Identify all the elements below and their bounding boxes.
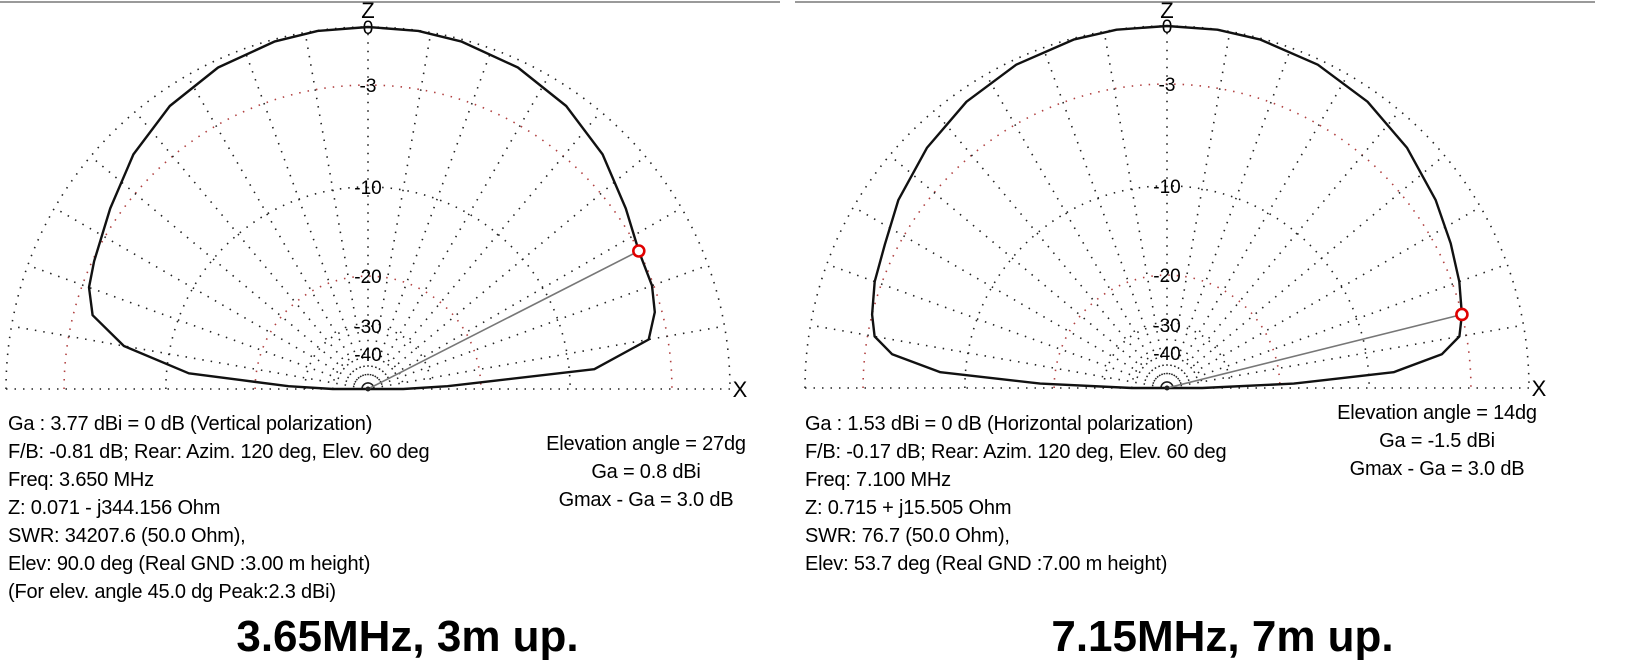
elevation-box-left: Elevation angle = 27dg Ga = 0.8 dBi Gmax…: [524, 430, 768, 514]
info-line: F/B: -0.17 dB; Rear: Azim. 120 deg, Elev…: [805, 441, 1227, 463]
grid-spoke: [933, 110, 1165, 385]
info-line: Freq: 7.100 MHz: [805, 469, 951, 491]
info-line: Z: 0.715 + j15.505 Ohm: [805, 497, 1012, 519]
grid-spoke: [1169, 110, 1401, 385]
elevation-gain-text: Ga = 0.8 dBi: [591, 461, 701, 483]
grid-spoke: [370, 111, 602, 386]
ring-label: -30: [354, 317, 381, 338]
info-line: Elev: 90.0 deg (Real GND :3.00 m height): [8, 553, 371, 575]
pattern-series-line: [87, 25, 656, 391]
polar-pattern-chart-left: 0 -3 -10 -20 -30 -40 Z X: [5, 0, 748, 402]
info-line: SWR: 34207.6 (50.0 Ohm),: [8, 525, 246, 547]
ring-label: -10: [354, 178, 381, 199]
origin-point: [365, 386, 371, 392]
info-block-right: Ga : 1.53 dBi = 0 dB (Horizontal polariz…: [805, 410, 1227, 578]
grid-ring: [964, 185, 1370, 389]
ring-label: -40: [354, 345, 381, 366]
ring-label: -30: [1153, 316, 1180, 337]
grid-spoke: [1042, 47, 1166, 384]
grid-spoke: [134, 111, 366, 386]
ring-label: 0: [1162, 17, 1173, 38]
grid-ring: [165, 186, 571, 390]
x-axis-label: X: [733, 377, 748, 402]
elevation-gmax-text: Gmax - Ga = 3.0 dB: [558, 489, 734, 511]
grid-spoke: [371, 155, 646, 387]
marker-point: [1455, 307, 1469, 322]
marker-line: [1166, 313, 1463, 389]
ring-label: -20: [1153, 266, 1180, 287]
grid-spoke: [369, 48, 493, 385]
caption-right: 7.15MHz, 7m up.: [1051, 612, 1394, 661]
info-line: Freq: 3.650 MHz: [8, 469, 154, 491]
info-line: Elev: 53.7 deg (Real GND :7.00 m height): [805, 553, 1168, 575]
x-axis-label: X: [1532, 376, 1547, 401]
grid-spoke: [372, 264, 709, 388]
grid-spoke: [1168, 47, 1292, 384]
info-line: Ga : 1.53 dBi = 0 dB (Horizontal polariz…: [805, 413, 1194, 435]
marker-line: [367, 250, 640, 390]
grid-spoke: [243, 48, 367, 385]
grid-spoke: [889, 154, 1164, 386]
grid-spoke: [853, 206, 1163, 387]
ring-label: -40: [1153, 344, 1180, 365]
grid-spoke: [372, 207, 682, 388]
elevation-box-right: Elevation angle = 14dg Ga = -1.5 dBi Gma…: [1315, 399, 1559, 483]
grid-ring: [5, 26, 731, 390]
grid-spoke: [985, 74, 1166, 384]
grid-spoke: [90, 155, 365, 387]
origin-point: [1164, 385, 1170, 391]
chart-panel-right: 0 -3 -10 -20 -30 -40 Z X Ga : 1.53 dBi = 0 dB (…: [795, 0, 1630, 670]
marker-point: [632, 244, 646, 258]
ring-label: -20: [354, 267, 381, 288]
ring-label: -3: [360, 76, 377, 97]
elevation-angle-text: Elevation angle = 27dg: [546, 433, 746, 455]
grid-spoke: [54, 207, 364, 388]
top-border-line: [0, 1, 780, 3]
info-line: F/B: -0.81 dB; Rear: Azim. 120 deg, Elev…: [8, 441, 430, 463]
grid-spoke: [1170, 154, 1445, 386]
ring-label: 0: [363, 18, 374, 39]
chart-panel-left: 0 -3 -10 -20 -30 -40 Z X Ga : 3.77 dBi = 0 dB (…: [0, 0, 780, 661]
info-line: (For elev. angle 45.0 dg Peak:2.3 dBi): [8, 581, 336, 603]
grid-ring: [804, 25, 1530, 389]
ring-label: -3: [1159, 75, 1176, 96]
grid-spoke: [1168, 74, 1349, 384]
polar-pattern-chart-right: 0 -3 -10 -20 -30 -40 Z X: [804, 0, 1547, 401]
grid-spoke: [1171, 206, 1481, 387]
grid-spoke: [186, 75, 367, 385]
grid-spoke: [369, 75, 550, 385]
grid-spoke: [1171, 263, 1508, 387]
caption-left: 3.65MHz, 3m up.: [236, 612, 579, 661]
top-border-line: [795, 1, 1595, 3]
info-line: SWR: 76.7 (50.0 Ohm),: [805, 525, 1010, 547]
z-axis-label: Z: [361, 0, 374, 23]
grid-ring: [63, 84, 673, 390]
elevation-angle-text: Elevation angle = 14dg: [1337, 402, 1537, 424]
grid-ring: [862, 83, 1472, 389]
elevation-gmax-text: Gmax - Ga = 3.0 dB: [1349, 458, 1525, 480]
info-line: Z: 0.071 - j344.156 Ohm: [8, 497, 221, 519]
z-axis-label: Z: [1160, 0, 1173, 23]
ring-label: -10: [1153, 177, 1180, 198]
elevation-gain-text: Ga = -1.5 dBi: [1379, 430, 1495, 452]
info-line: Ga : 3.77 dBi = 0 dB (Vertical polarizat…: [8, 413, 373, 435]
grid-spoke: [11, 325, 363, 389]
info-block-left: Ga : 3.77 dBi = 0 dB (Vertical polarizat…: [8, 410, 430, 606]
